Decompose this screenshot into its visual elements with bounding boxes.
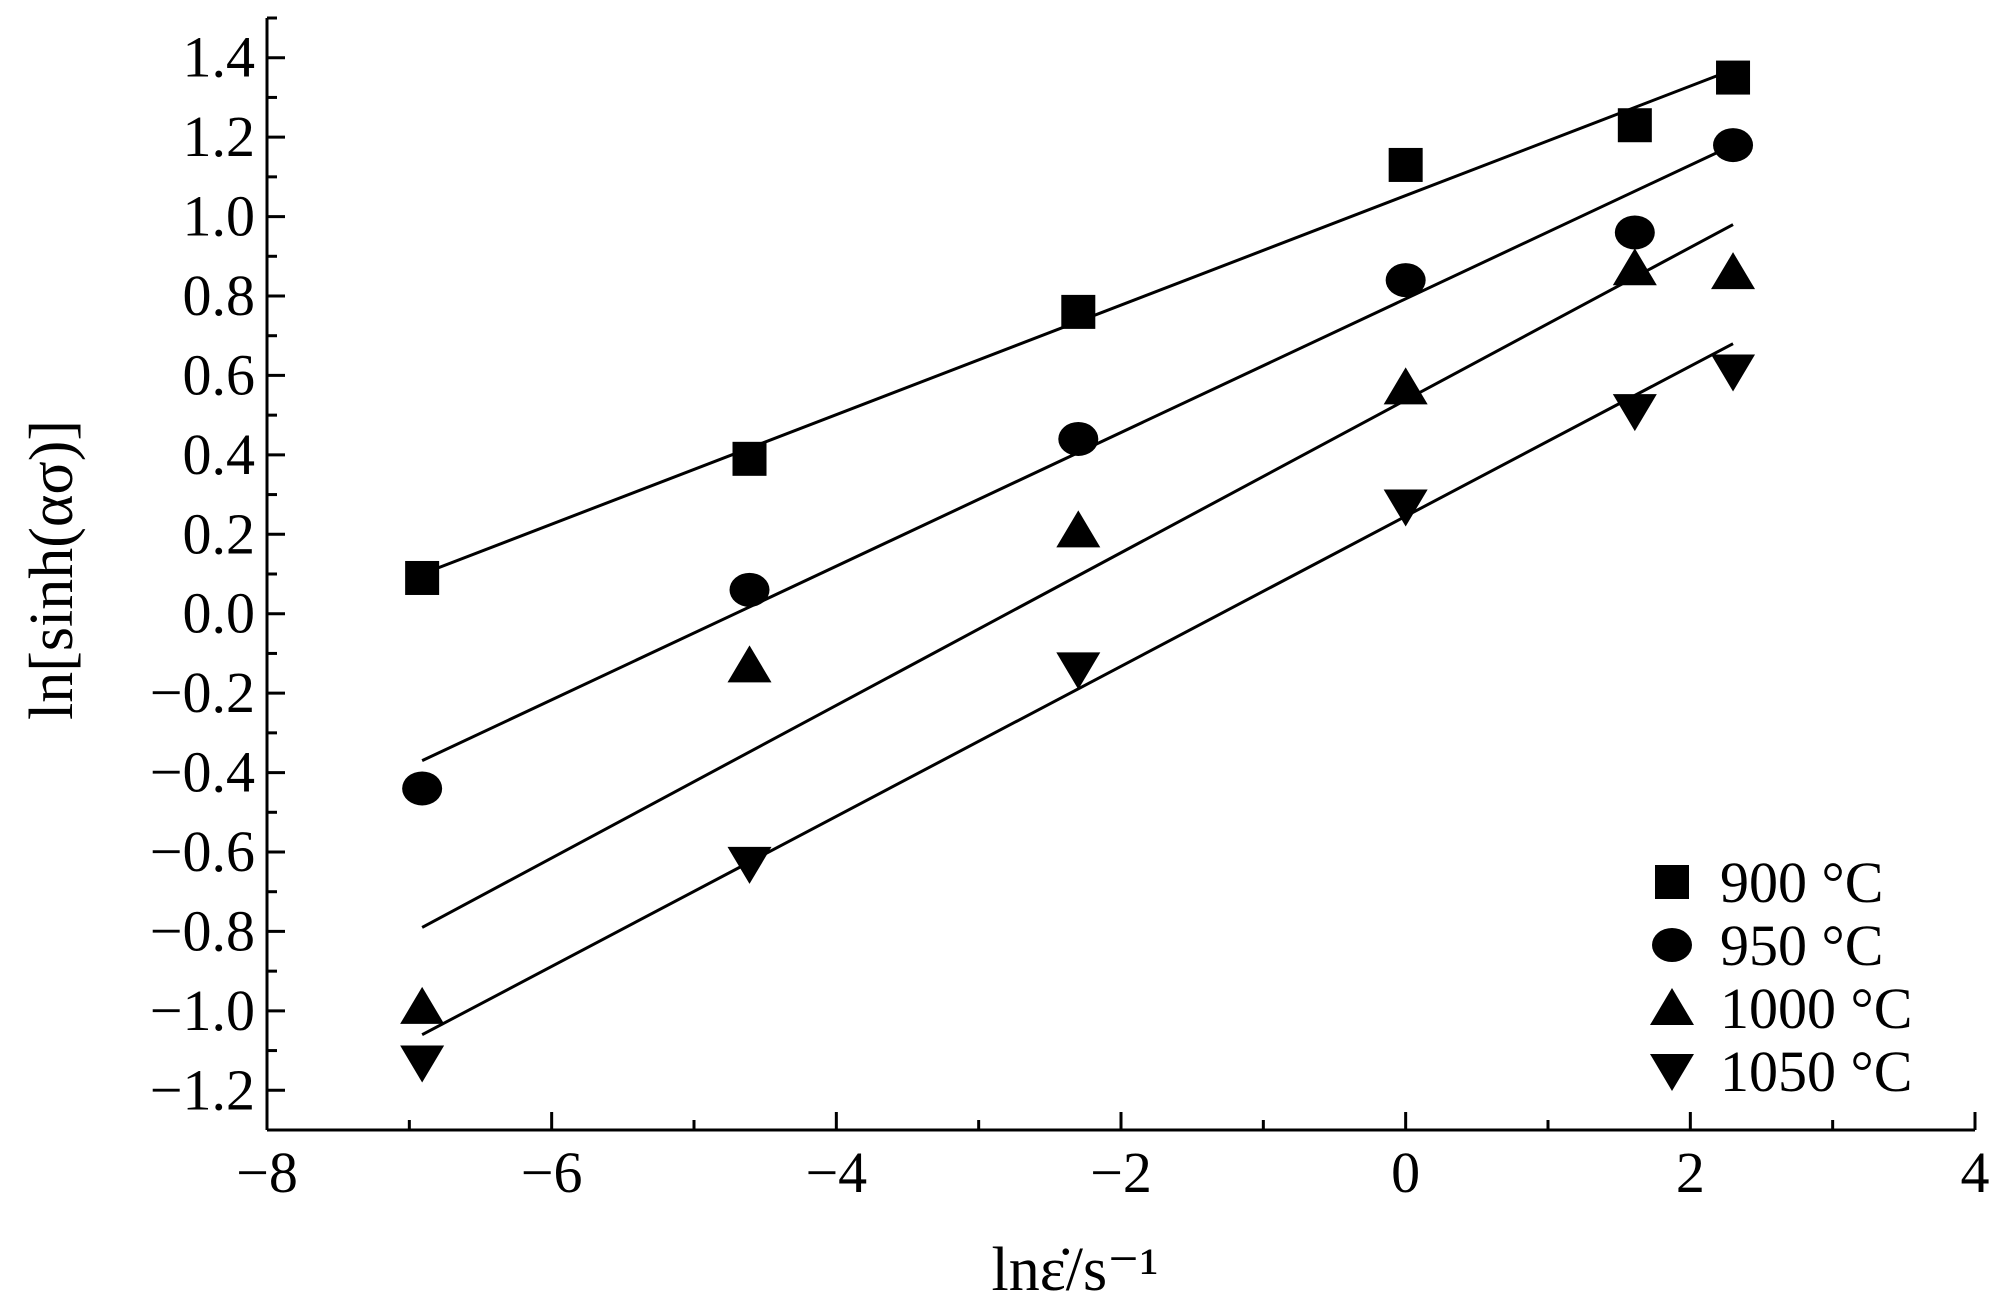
legend-marker (1650, 988, 1694, 1025)
y-tick-label: 0.6 (183, 342, 256, 407)
y-tick-label: −1.2 (150, 1057, 255, 1122)
data-point (727, 846, 772, 884)
y-tick-label: −0.2 (150, 660, 255, 725)
axes: −8 −6 −4 −2 0 2 4 1.4 1.2 1.0 0.8 0.6 0.4 0.2 0.0 −0.2 −… (150, 16, 1990, 1205)
data-point (1058, 421, 1099, 456)
legend-label: 900 °C (1720, 850, 1883, 915)
y-tick-label: −1.0 (150, 978, 255, 1043)
x-tick-label: −2 (1090, 1140, 1152, 1205)
data-point (405, 560, 440, 595)
legend-marker (1650, 1054, 1694, 1091)
fit-line (421, 223, 1734, 929)
data-point (1711, 252, 1756, 290)
data-point (1385, 263, 1426, 298)
data-point (1614, 215, 1655, 250)
x-tick-label: 2 (1676, 1140, 1705, 1205)
y-tick-label: 0.8 (183, 263, 256, 328)
data-markers (400, 60, 1756, 1083)
y-tick-label: 0.0 (183, 581, 256, 646)
fit-lines (421, 68, 1734, 1037)
data-point (727, 645, 772, 683)
y-tick-label: 0.4 (183, 422, 256, 487)
data-point (1056, 510, 1101, 548)
data-point (1612, 248, 1657, 286)
y-tick-label: −0.4 (150, 740, 255, 805)
data-point (1383, 489, 1428, 527)
x-tick-label: −6 (521, 1140, 583, 1205)
x-tick-label: −8 (236, 1140, 298, 1205)
y-tick-label: 1.2 (183, 104, 256, 169)
y-tick-label: 1.0 (183, 184, 256, 249)
data-point (1617, 108, 1652, 143)
data-point (1716, 60, 1751, 95)
data-point (1612, 394, 1657, 432)
data-point (1383, 367, 1428, 405)
data-point (400, 986, 445, 1024)
legend-label: 1000 °C (1720, 976, 1912, 1041)
data-point (1061, 294, 1096, 329)
data-point (729, 572, 770, 607)
y-tick-label: 0.2 (183, 501, 256, 566)
y-axis-label: ln[sinh(ασ)] (18, 420, 86, 720)
x-axis-label: lnε̇/s⁻¹ (992, 1236, 1159, 1304)
fit-line (421, 342, 1734, 1037)
data-point (1388, 147, 1423, 182)
x-tick-label: −4 (805, 1140, 867, 1205)
data-point (1713, 128, 1754, 163)
legend-label: 950 °C (1720, 913, 1883, 978)
y-tick-label: 1.4 (183, 25, 256, 90)
data-point (1711, 354, 1756, 392)
x-tick-label: 4 (1961, 1140, 1990, 1205)
y-tick-label: −0.6 (150, 819, 255, 884)
data-point (402, 771, 443, 806)
data-point (400, 1045, 445, 1083)
legend-marker (1655, 865, 1689, 899)
y-tick-label: −0.8 (150, 898, 255, 963)
legend-label: 1050 °C (1720, 1039, 1912, 1104)
x-tick-label: 0 (1391, 1140, 1420, 1205)
data-point (732, 441, 767, 476)
data-point (1056, 652, 1101, 690)
legend-marker (1652, 928, 1692, 962)
